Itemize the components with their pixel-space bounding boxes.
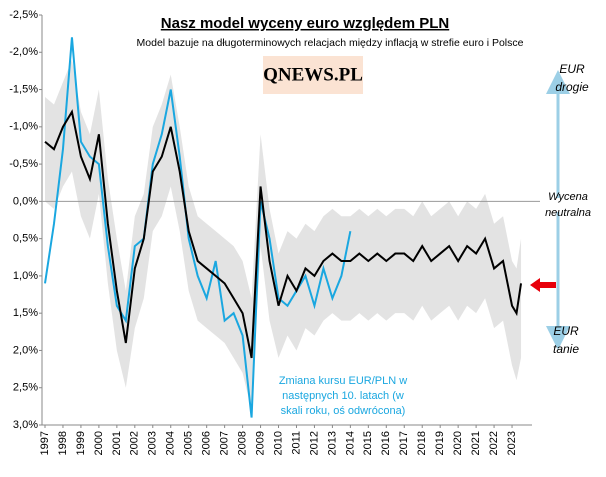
x-tick-label: 2000: [93, 431, 105, 455]
x-tick-label: 1999: [75, 431, 87, 455]
x-tick-label: 2009: [254, 431, 266, 455]
x-tick-label: 2010: [272, 431, 284, 455]
red-arrow: [530, 278, 556, 292]
y-tick-label: 2,0%: [13, 344, 38, 356]
logo-box: [263, 56, 363, 94]
x-tick-label: 2018: [416, 431, 428, 455]
range-band: [45, 59, 522, 411]
x-tick-label: 2021: [470, 431, 482, 455]
y-tick-label: 1,0%: [13, 270, 38, 282]
x-tick-label: 2016: [380, 431, 392, 455]
side-label: Wycena: [548, 191, 588, 203]
x-tick-label: 2001: [111, 431, 123, 455]
x-tick-label: 2004: [165, 431, 177, 455]
side-label: EUR: [559, 62, 585, 76]
y-tick-label: -1,5%: [9, 83, 38, 95]
x-tick-label: 2008: [236, 431, 248, 455]
x-tick-label: 2012: [308, 431, 320, 455]
x-tick-label: 2023: [506, 431, 518, 455]
chart-title: Nasz model wyceny euro względem PLN: [161, 15, 449, 32]
y-tick-label: -2,5%: [9, 9, 38, 21]
logo: QNEWS.PL: [263, 64, 363, 85]
x-tick-label: 2014: [344, 431, 356, 455]
y-tick-label: 0,0%: [13, 195, 38, 207]
annotation: Zmiana kursu EUR/PLN w: [279, 375, 407, 387]
series-line: [44, 109, 523, 359]
x-tick-label: 1998: [57, 431, 69, 455]
y-tick-label: 1,5%: [13, 307, 38, 319]
y-tick-label: -1,0%: [9, 121, 38, 133]
annotation: skali roku, oś odwrócona): [281, 405, 406, 417]
side-label: drogie: [555, 80, 589, 94]
x-tick-label: 1997: [39, 431, 51, 455]
x-tick-label: 2007: [219, 431, 231, 455]
x-tick-label: 2005: [183, 431, 195, 455]
y-tick-label: -2,0%: [9, 46, 38, 58]
x-tick-label: 2017: [398, 431, 410, 455]
x-tick-label: 2013: [326, 431, 338, 455]
x-tick-label: 2020: [452, 431, 464, 455]
annotation: następnych 10. latach (w: [282, 390, 404, 402]
y-tick-label: 3,0%: [13, 419, 38, 431]
x-tick-label: 2002: [129, 431, 141, 455]
y-tick-label: 2,5%: [13, 382, 38, 394]
x-tick-label: 2015: [362, 431, 374, 455]
side-label: tanie: [553, 342, 579, 356]
chart-subtitle: Model bazuje na długoterminowych relacja…: [137, 37, 524, 49]
plot-area: -2,5% -2,0% -1,5% -1,0% -0,5% 0,0% 0,5% 1,0% 1,5…: [9, 9, 540, 455]
x-tick-label: 2022: [488, 431, 500, 455]
x-tick-label: 2011: [290, 431, 302, 455]
y-tick-label: 0,5%: [13, 233, 38, 245]
x-tick-label: 2003: [147, 431, 159, 455]
y-tick-label: -0,5%: [9, 158, 38, 170]
x-tick-label: 2006: [201, 431, 213, 455]
side-label: neutralna: [545, 207, 591, 219]
side-label: EUR: [553, 324, 579, 338]
x-tick-label: 2019: [434, 431, 446, 455]
